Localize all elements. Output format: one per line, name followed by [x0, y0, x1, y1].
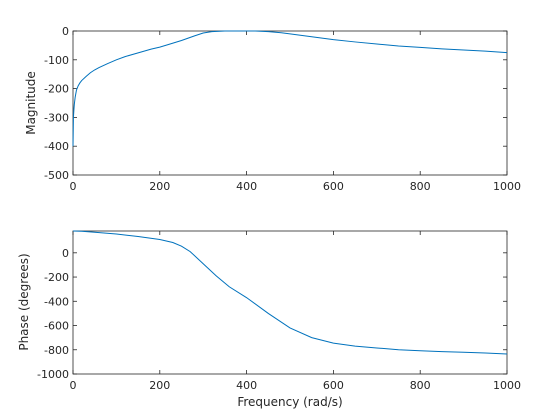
- magnitude-x-tick-label: 0: [70, 180, 77, 193]
- phase-y-tick-label: -800: [44, 344, 69, 357]
- magnitude-y-tick-label: -300: [44, 111, 69, 124]
- phase-x-tick-label: 1000: [493, 379, 521, 392]
- phase-y-tick-label: -1000: [37, 368, 69, 381]
- magnitude-ticks: 0 200 400 600 800 1000 -500 -400 -300 -200 -100 0: [44, 25, 521, 193]
- magnitude-plot-frame: [72, 30, 508, 176]
- phase-x-tick-label: 600: [323, 379, 344, 392]
- phase-axes: 0 200 400 600 800 1000 -1000 -800 -600 -400 -2000 …: [17, 230, 521, 409]
- magnitude-axes: 0 200 400 600 800 1000 -500 -400 -300 -200 -100 0 M…: [24, 25, 521, 193]
- phase-y-axis-label: Phase (degrees): [17, 253, 31, 350]
- magnitude-x-tick-label: 800: [410, 180, 431, 193]
- phase-ticks: 0 200 400 600 800 1000 -1000 -800 -600 -400 -200 0: [37, 231, 521, 392]
- phase-x-tick-label: 200: [149, 379, 170, 392]
- magnitude-y-tick-label: -200: [44, 83, 69, 96]
- magnitude-y-axis-label: Magnitude: [24, 71, 38, 135]
- frequency-x-axis-label: Frequency (rad/s): [237, 395, 342, 409]
- phase-x-tick-label: 0: [70, 379, 77, 392]
- phase-y-tick-label: -600: [44, 320, 69, 333]
- magnitude-x-tick-label: 400: [236, 180, 257, 193]
- magnitude-x-tick-label: 200: [149, 180, 170, 193]
- phase-y-tick-label: -400: [44, 295, 69, 308]
- magnitude-series-line: [72, 30, 508, 147]
- magnitude-x-tick-label: 1000: [493, 180, 521, 193]
- magnitude-y-tick-label: -100: [44, 54, 69, 67]
- phase-x-tick-label: 400: [236, 379, 257, 392]
- magnitude-y-tick-label: 0: [62, 25, 69, 38]
- phase-x-tick-label: 800: [410, 379, 431, 392]
- phase-series-line: [72, 230, 508, 355]
- magnitude-x-tick-label: 600: [323, 180, 344, 193]
- phase-y-tick-label: -200: [44, 271, 69, 284]
- phase-plot-frame: [72, 230, 508, 375]
- phase-y-tick-label: 0: [62, 247, 69, 260]
- magnitude-y-tick-label: -500: [44, 169, 69, 182]
- magnitude-y-tick-label: -400: [44, 140, 69, 153]
